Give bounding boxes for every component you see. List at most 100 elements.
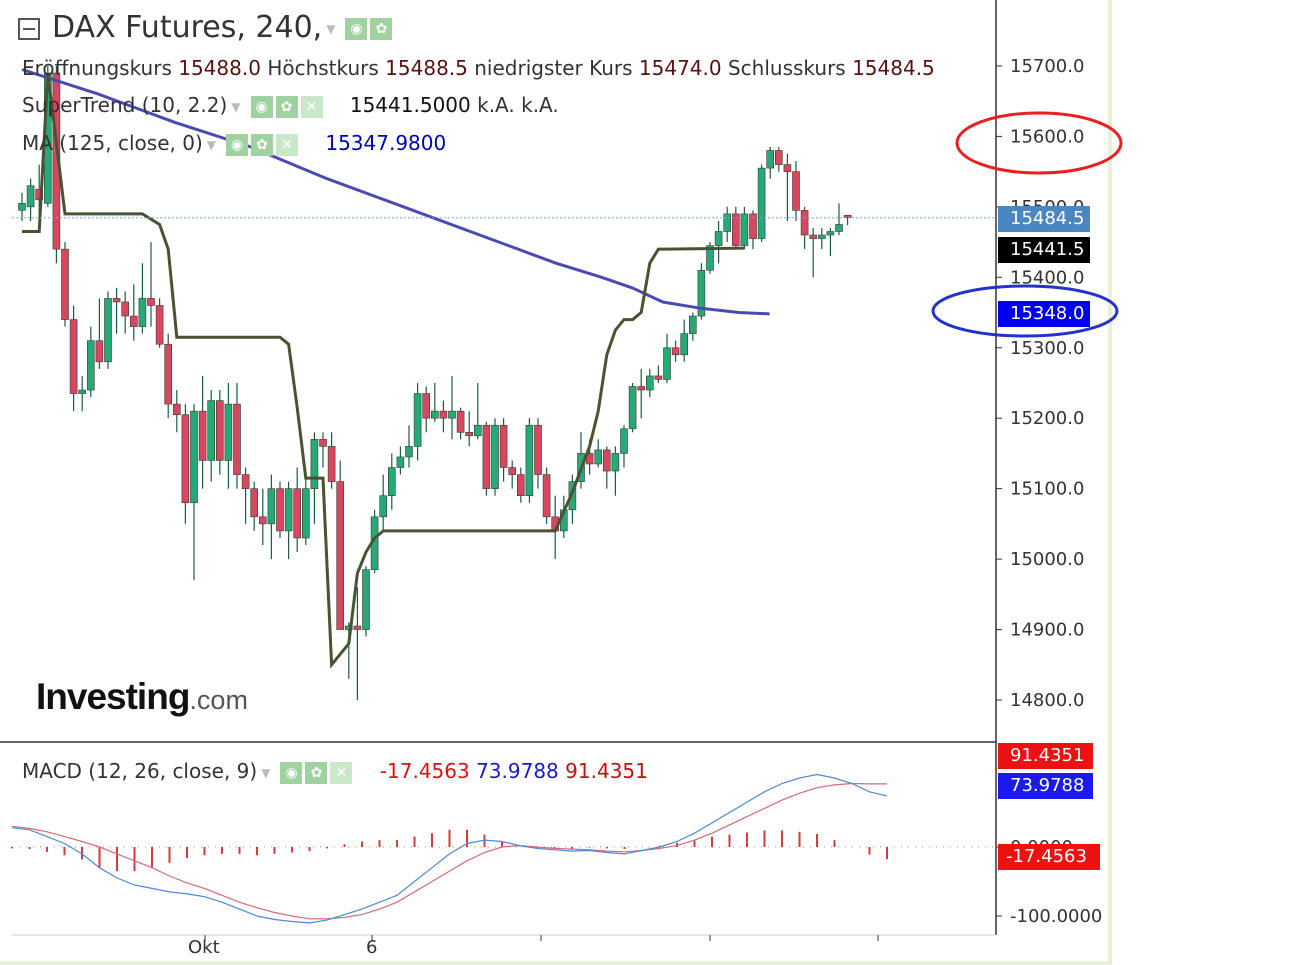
- candle-body: [198, 410, 207, 461]
- high-label: Höchstkurs: [267, 56, 379, 80]
- y-tick-label: 15000.0: [1010, 549, 1084, 570]
- y-tick-label: 15700.0: [1010, 56, 1084, 77]
- gear-icon[interactable]: ✿: [250, 133, 273, 156]
- gear-icon[interactable]: ✿: [370, 17, 393, 40]
- candle-body: [671, 347, 680, 356]
- candle-body: [499, 424, 508, 468]
- candle-body: [817, 234, 826, 239]
- close-icon[interactable]: ✕: [330, 761, 353, 784]
- candle-body: [353, 625, 362, 630]
- candle-body: [87, 340, 95, 391]
- candle-body: [749, 213, 757, 239]
- y-tick-label: 15200.0: [1010, 408, 1084, 429]
- candle-body: [456, 410, 465, 433]
- candle-body: [620, 428, 628, 454]
- close-icon[interactable]: ✕: [275, 133, 298, 156]
- red-annotation-ellipse: [955, 111, 1123, 175]
- candle-body: [258, 516, 267, 525]
- candle-body: [783, 164, 792, 172]
- candle-body: [284, 488, 293, 532]
- supertrend-value: 15441.5000: [349, 93, 471, 117]
- candle-body: [688, 315, 697, 334]
- y-tick-label: 15600.0: [1010, 126, 1084, 147]
- logo-suffix: .com: [189, 685, 248, 715]
- macd-signal-line: [11, 782, 887, 920]
- close-label: Schlusskurs: [727, 56, 846, 80]
- macd-panel[interactable]: [11, 773, 888, 924]
- candle-body: [611, 453, 620, 472]
- candle-body: [190, 410, 198, 504]
- candle-body: [233, 403, 241, 475]
- chevron-down-icon[interactable]: ▼: [231, 99, 241, 114]
- eye-icon[interactable]: ◉: [280, 761, 303, 784]
- candles: [18, 65, 852, 700]
- macd-label: MACD (12, 26, close, 9): [22, 759, 258, 783]
- gear-icon[interactable]: ✿: [275, 95, 298, 118]
- candle-body: [542, 474, 551, 518]
- candle-body: [602, 449, 611, 472]
- candle-body: [706, 245, 714, 271]
- macd-hist-value: -17.4563: [379, 759, 470, 783]
- candle-body: [121, 301, 129, 317]
- candle-body: [327, 446, 336, 482]
- ma-value: 15347.9800: [325, 131, 447, 155]
- candle-body: [843, 215, 852, 219]
- candle-body: [104, 298, 112, 363]
- y-tick-label: 15100.0: [1010, 479, 1084, 500]
- candle-body: [61, 248, 69, 320]
- candle-body: [164, 343, 172, 405]
- gear-icon[interactable]: ✿: [305, 761, 328, 784]
- collapse-icon[interactable]: [18, 17, 40, 40]
- candle-body: [516, 474, 525, 496]
- candle-body: [465, 431, 474, 437]
- price-panel[interactable]: [12, 65, 996, 700]
- candle-body: [774, 150, 783, 165]
- logo-text: Investing: [36, 676, 190, 717]
- close-icon[interactable]: ✕: [300, 95, 323, 118]
- candle-body: [147, 298, 155, 306]
- candle-body: [800, 210, 809, 236]
- candle-body: [723, 213, 732, 232]
- macd-y-tick-label: -100.0000: [1010, 906, 1102, 927]
- candle-body: [439, 410, 448, 419]
- candle-body: [525, 424, 534, 496]
- chevron-down-icon[interactable]: ▼: [261, 765, 271, 780]
- candle-body: [534, 424, 542, 475]
- candle-body: [69, 319, 78, 394]
- macd-signal-value: 91.4351: [565, 759, 648, 783]
- open-value: 15488.0: [178, 56, 261, 80]
- candle-body: [714, 231, 723, 246]
- candle-body: [594, 449, 603, 465]
- eye-icon[interactable]: ◉: [345, 17, 368, 40]
- candle-body: [241, 474, 250, 489]
- candle-body: [267, 488, 276, 525]
- candle-body: [130, 315, 138, 327]
- ma-125-line: [21, 68, 770, 316]
- candle-body: [362, 569, 370, 630]
- supertrend-price-label: 15441.5: [998, 237, 1090, 263]
- supertrend-label: SuperTrend (10, 2.2): [22, 93, 228, 117]
- candle-body: [276, 488, 284, 532]
- candle-body: [792, 171, 800, 211]
- candle-body: [18, 203, 26, 211]
- candle-body: [757, 167, 766, 239]
- investing-logo: Investing.com: [36, 676, 248, 718]
- macd-signal-label: 91.4351: [998, 743, 1093, 769]
- eye-icon[interactable]: ◉: [250, 95, 273, 118]
- x-axis-ticks: Okt 6: [188, 935, 879, 958]
- candle-body: [138, 298, 147, 327]
- candle-body: [95, 340, 104, 363]
- chevron-down-icon[interactable]: ▼: [206, 137, 216, 152]
- candle-body: [654, 375, 663, 380]
- ma-price-label: 15348.0: [998, 301, 1090, 327]
- macd-hist-label: -17.4563: [998, 844, 1100, 870]
- y-tick-label: 15300.0: [1010, 338, 1084, 359]
- y-tick-label: 14800.0: [1010, 690, 1084, 711]
- candle-body: [26, 185, 35, 208]
- chevron-down-icon[interactable]: ▼: [326, 21, 336, 36]
- blue-annotation-ellipse: [931, 284, 1119, 338]
- eye-icon[interactable]: ◉: [225, 133, 248, 156]
- macd-line: [11, 773, 888, 924]
- x-tick-label: 6: [366, 937, 377, 958]
- low-value: 15474.0: [638, 56, 722, 80]
